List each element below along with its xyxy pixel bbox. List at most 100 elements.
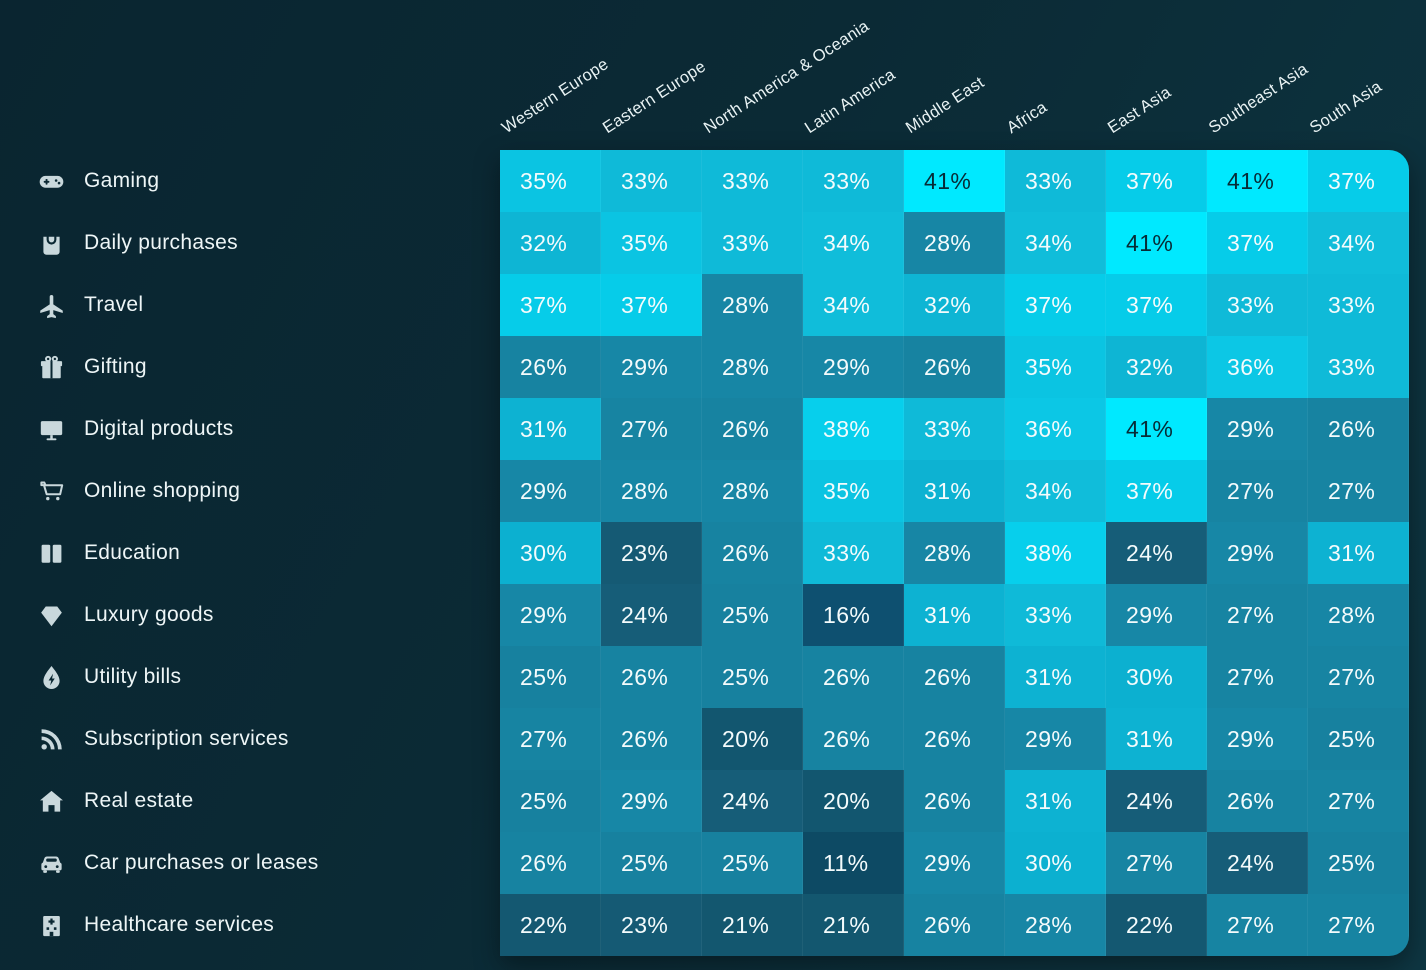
row-label-text: Online shopping [84, 479, 241, 502]
cell-car-purchases-or-leases-south-asia: 25% [1308, 832, 1409, 894]
cell-travel-latin-america: 34% [803, 274, 904, 336]
cell-daily-purchases-south-asia: 34% [1308, 212, 1409, 274]
hospital-icon [38, 912, 65, 939]
cell-education-east-asia: 24% [1106, 522, 1207, 584]
cell-car-purchases-or-leases-western-europe: 26% [500, 832, 601, 894]
cell-travel-africa: 37% [1005, 274, 1106, 336]
cell-online-shopping-north-america-oceania: 28% [702, 460, 803, 522]
cell-daily-purchases-east-asia: 41% [1106, 212, 1207, 274]
cell-education-southeast-asia: 29% [1207, 522, 1308, 584]
cell-utility-bills-southeast-asia: 27% [1207, 646, 1308, 708]
cell-real-estate-africa: 31% [1005, 770, 1106, 832]
row-label-subscription-services: Subscription services [0, 708, 500, 770]
cell-gifting-east-asia: 32% [1106, 336, 1207, 398]
cell-travel-east-asia: 37% [1106, 274, 1207, 336]
cell-subscription-services-western-europe: 27% [500, 708, 601, 770]
cell-online-shopping-latin-america: 35% [803, 460, 904, 522]
cell-daily-purchases-latin-america: 34% [803, 212, 904, 274]
cell-subscription-services-africa: 29% [1005, 708, 1106, 770]
cell-digital-products-africa: 36% [1005, 398, 1106, 460]
cell-utility-bills-latin-america: 26% [803, 646, 904, 708]
cell-utility-bills-north-america-oceania: 25% [702, 646, 803, 708]
column-header-middle-east: Middle East [902, 73, 988, 138]
row-label-text: Gaming [84, 169, 160, 192]
cell-luxury-goods-south-asia: 28% [1308, 584, 1409, 646]
cell-car-purchases-or-leases-eastern-europe: 25% [601, 832, 702, 894]
cell-utility-bills-africa: 31% [1005, 646, 1106, 708]
row-label-text: Education [84, 541, 181, 564]
cell-luxury-goods-middle-east: 31% [904, 584, 1005, 646]
cell-gifting-eastern-europe: 29% [601, 336, 702, 398]
cell-gaming-eastern-europe: 33% [601, 150, 702, 212]
cell-subscription-services-east-asia: 31% [1106, 708, 1207, 770]
cell-healthcare-services-middle-east: 26% [904, 894, 1005, 956]
cell-online-shopping-south-asia: 27% [1308, 460, 1409, 522]
row-label-text: Gifting [84, 355, 147, 378]
cell-utility-bills-middle-east: 26% [904, 646, 1005, 708]
row-label-car-purchases-or-leases: Car purchases or leases [0, 832, 500, 894]
cell-gifting-middle-east: 26% [904, 336, 1005, 398]
open-book-icon [38, 540, 65, 567]
row-label-online-shopping: Online shopping [0, 460, 500, 522]
cell-subscription-services-latin-america: 26% [803, 708, 904, 770]
cell-luxury-goods-eastern-europe: 24% [601, 584, 702, 646]
cell-luxury-goods-east-asia: 29% [1106, 584, 1207, 646]
cell-travel-north-america-oceania: 28% [702, 274, 803, 336]
utility-drop-icon [38, 664, 65, 691]
column-header-eastern-europe: Eastern Europe [599, 57, 710, 138]
monitor-icon [38, 416, 65, 443]
cell-car-purchases-or-leases-middle-east: 29% [904, 832, 1005, 894]
cell-travel-south-asia: 33% [1308, 274, 1409, 336]
row-label-luxury-goods: Luxury goods [0, 584, 500, 646]
cell-healthcare-services-africa: 28% [1005, 894, 1106, 956]
row-label-gaming: Gaming [0, 150, 500, 212]
cell-daily-purchases-north-america-oceania: 33% [702, 212, 803, 274]
row-labels: Gaming Daily purchases Travel Gifting Digita… [0, 150, 500, 956]
cell-gifting-north-america-oceania: 28% [702, 336, 803, 398]
cell-gaming-latin-america: 33% [803, 150, 904, 212]
cell-education-middle-east: 28% [904, 522, 1005, 584]
cell-online-shopping-eastern-europe: 28% [601, 460, 702, 522]
column-header-latin-america: Latin America [801, 65, 899, 138]
cell-utility-bills-eastern-europe: 26% [601, 646, 702, 708]
cell-daily-purchases-middle-east: 28% [904, 212, 1005, 274]
row-label-text: Daily purchases [84, 231, 238, 254]
cell-healthcare-services-north-america-oceania: 21% [702, 894, 803, 956]
gift-icon [38, 354, 65, 381]
shopping-bag-icon [38, 230, 65, 257]
cell-utility-bills-south-asia: 27% [1308, 646, 1409, 708]
cell-subscription-services-south-asia: 25% [1308, 708, 1409, 770]
cell-car-purchases-or-leases-east-asia: 27% [1106, 832, 1207, 894]
cell-daily-purchases-southeast-asia: 37% [1207, 212, 1308, 274]
row-label-education: Education [0, 522, 500, 584]
cell-digital-products-southeast-asia: 29% [1207, 398, 1308, 460]
row-label-gifting: Gifting [0, 336, 500, 398]
row-label-travel: Travel [0, 274, 500, 336]
row-label-digital-products: Digital products [0, 398, 500, 460]
cell-digital-products-latin-america: 38% [803, 398, 904, 460]
cell-real-estate-latin-america: 20% [803, 770, 904, 832]
column-header-western-europe: Western Europe [498, 55, 612, 138]
row-label-text: Real estate [84, 789, 194, 812]
cell-gaming-east-asia: 37% [1106, 150, 1207, 212]
cell-digital-products-east-asia: 41% [1106, 398, 1207, 460]
cell-online-shopping-east-asia: 37% [1106, 460, 1207, 522]
cell-luxury-goods-africa: 33% [1005, 584, 1106, 646]
cell-gaming-middle-east: 41% [904, 150, 1005, 212]
cell-healthcare-services-eastern-europe: 23% [601, 894, 702, 956]
row-label-text: Travel [84, 293, 144, 316]
cell-subscription-services-southeast-asia: 29% [1207, 708, 1308, 770]
cell-real-estate-south-asia: 27% [1308, 770, 1409, 832]
row-label-text: Car purchases or leases [84, 851, 319, 874]
car-icon [38, 850, 65, 877]
cell-online-shopping-southeast-asia: 27% [1207, 460, 1308, 522]
diamond-icon [38, 602, 65, 629]
cell-gaming-north-america-oceania: 33% [702, 150, 803, 212]
cell-education-africa: 38% [1005, 522, 1106, 584]
cell-real-estate-southeast-asia: 26% [1207, 770, 1308, 832]
column-header-southeast-asia: Southeast Asia [1205, 59, 1312, 138]
cell-healthcare-services-south-asia: 27% [1308, 894, 1409, 956]
cell-real-estate-eastern-europe: 29% [601, 770, 702, 832]
column-header-south-asia: South Asia [1306, 77, 1386, 138]
cell-subscription-services-middle-east: 26% [904, 708, 1005, 770]
